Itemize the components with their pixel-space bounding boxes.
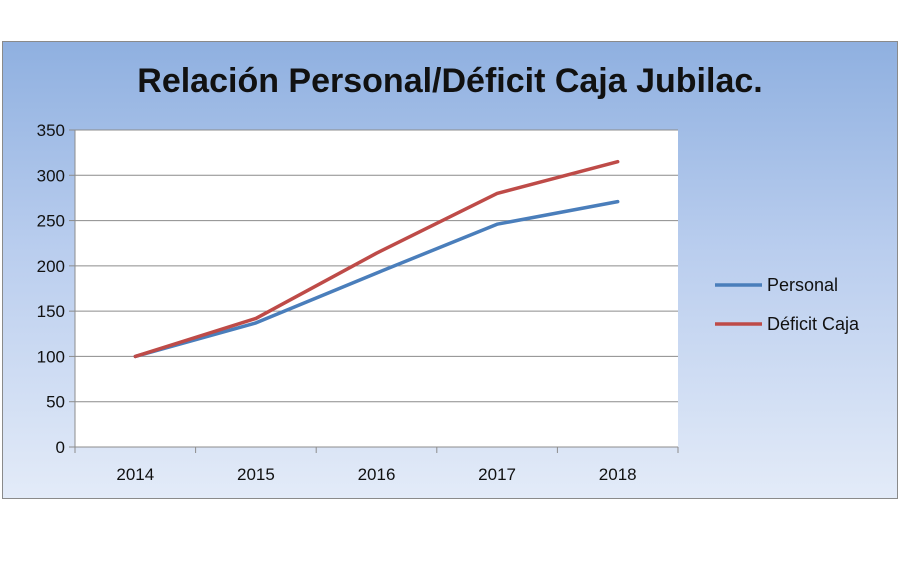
y-tick-label: 100 — [37, 347, 65, 366]
series-line-deficit-caja — [133, 159, 620, 359]
y-tick-label: 350 — [37, 121, 65, 140]
legend-label: Déficit Caja — [767, 314, 860, 334]
series-lines — [133, 159, 620, 359]
y-tick-label: 0 — [56, 438, 65, 457]
legend: Personal Déficit Caja — [715, 275, 860, 334]
axes: 0 50 100 150 200 250 300 350 2014 2015 2016 2017 201… — [37, 121, 679, 484]
legend-label: Personal — [767, 275, 838, 295]
y-tick-label: 200 — [37, 257, 65, 276]
plot-area — [75, 130, 678, 447]
gridlines — [75, 129, 678, 403]
chart-title: Relación Personal/Déficit Caja Jubilac. — [137, 62, 763, 100]
series-line-personal — [133, 199, 620, 359]
x-tick-label: 2014 — [116, 465, 154, 484]
y-tick-label: 50 — [46, 393, 65, 412]
y-tick-label: 150 — [37, 302, 65, 321]
y-tick-label: 250 — [37, 212, 65, 231]
x-tick-label: 2018 — [599, 465, 637, 484]
x-tick-label: 2015 — [237, 465, 275, 484]
x-tick-label: 2016 — [358, 465, 396, 484]
x-tick-label: 2017 — [478, 465, 516, 484]
y-tick-label: 300 — [37, 166, 65, 185]
